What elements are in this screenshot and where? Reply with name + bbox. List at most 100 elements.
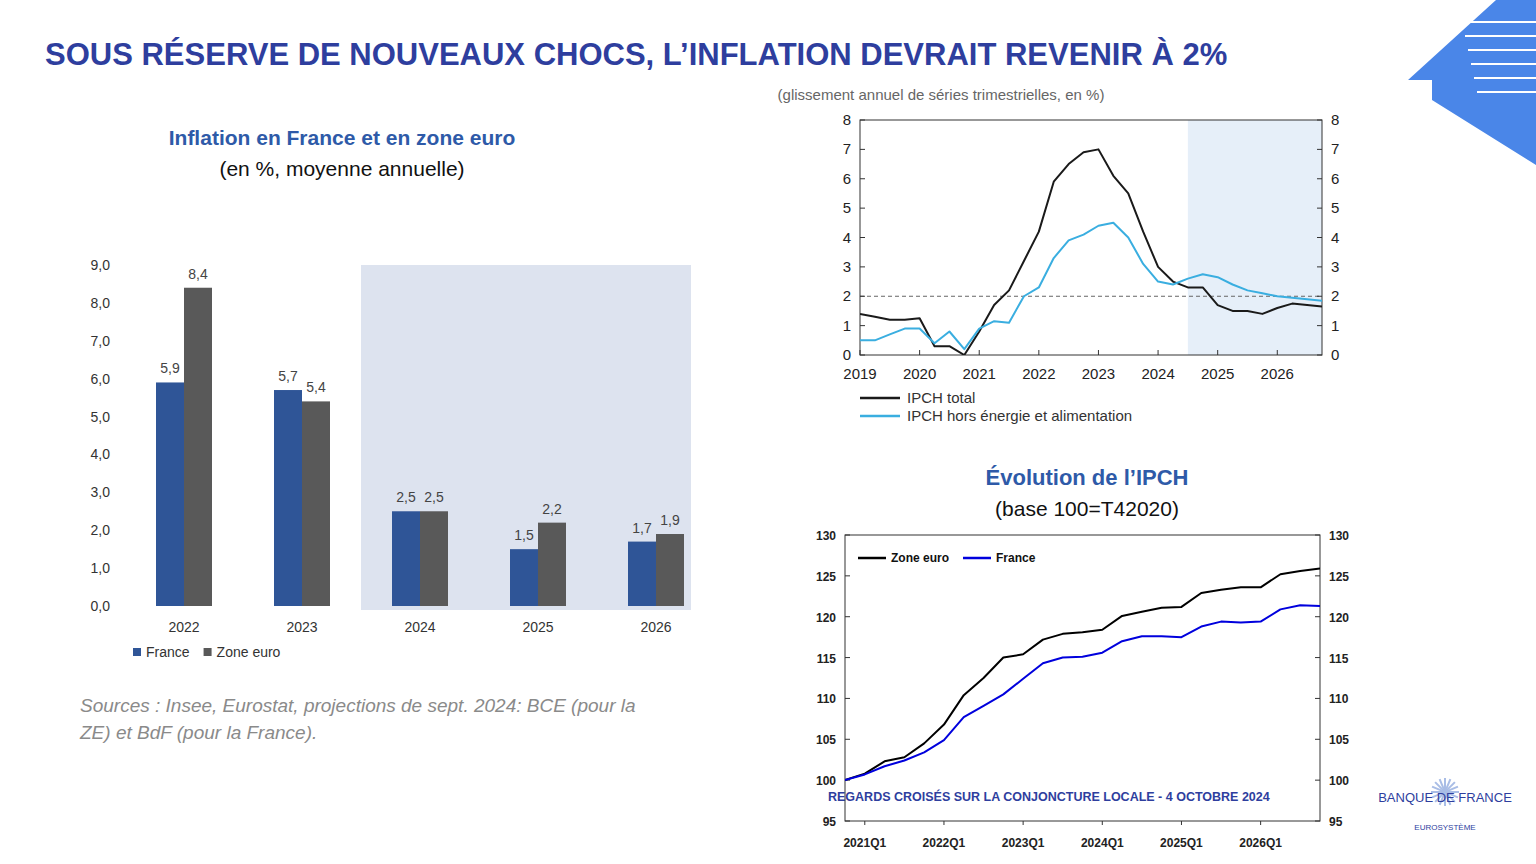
legend-line xyxy=(963,557,991,560)
y-tick-label: 3 xyxy=(843,258,851,275)
y-tick xyxy=(860,266,865,267)
y2-tick xyxy=(1317,149,1322,150)
x-tick-label: 2019 xyxy=(843,365,876,382)
data-label: 5,4 xyxy=(306,379,326,395)
y2-tick-label: 105 xyxy=(1329,733,1349,747)
data-label: 1,9 xyxy=(660,512,680,528)
y2-tick-label: 1 xyxy=(1331,317,1339,334)
y2-tick xyxy=(1315,575,1320,576)
y-tick xyxy=(860,296,865,297)
lines xyxy=(845,569,1320,781)
y-tick xyxy=(860,120,865,121)
x-tick-label: 2022 xyxy=(168,619,199,635)
series-line xyxy=(845,569,1320,781)
x-tick-label: 2024 xyxy=(404,619,435,635)
x-tick xyxy=(979,350,980,355)
y-tick-label: 0,0 xyxy=(91,598,111,614)
y2-tick xyxy=(1317,237,1322,238)
legend-label: IPCH hors énergie et alimentation xyxy=(907,407,1132,424)
bars xyxy=(156,288,684,606)
y-tick-label: 7,0 xyxy=(91,333,111,349)
y2-tick-label: 7 xyxy=(1331,140,1339,157)
y-tick-label: 5 xyxy=(843,199,851,216)
y-tick-label: 6 xyxy=(843,170,851,187)
legend-label: France xyxy=(996,551,1036,565)
y2-tick-label: 95 xyxy=(1329,815,1343,829)
series-line xyxy=(845,605,1320,780)
data-label: 1,5 xyxy=(514,527,534,543)
x-tick xyxy=(1181,821,1182,825)
y-tick xyxy=(845,575,850,576)
bar xyxy=(274,390,302,606)
y-tick xyxy=(860,178,865,179)
y2-tick xyxy=(1315,535,1320,536)
y-tick-label: 130 xyxy=(816,529,836,543)
projection-shading xyxy=(1188,120,1322,355)
y-tick-label: 6,0 xyxy=(91,371,111,387)
x-tick-label: 2025 xyxy=(1201,365,1234,382)
y-tick xyxy=(845,657,850,658)
y-tick-label: 8 xyxy=(843,111,851,128)
corner-stripe xyxy=(1471,63,1536,65)
logo-text: BANQUE DE FRANCE xyxy=(1378,790,1512,805)
series-line xyxy=(860,223,1322,349)
bar xyxy=(538,523,566,606)
y-tick xyxy=(845,616,850,617)
y-tick-label: 125 xyxy=(816,570,836,584)
x-tick-label: 2026 xyxy=(1261,365,1294,382)
x-tick xyxy=(1038,350,1039,355)
bar xyxy=(392,511,420,606)
y2-tick xyxy=(1315,616,1320,617)
y-tick-label: 95 xyxy=(823,815,837,829)
bar xyxy=(156,382,184,606)
x-tick xyxy=(1217,350,1218,355)
data-label: 2,5 xyxy=(424,489,444,505)
x-tick xyxy=(1102,821,1103,825)
y-tick-label: 120 xyxy=(816,611,836,625)
legend-swatch xyxy=(133,648,141,656)
y-tick-label: 0 xyxy=(843,346,851,363)
chart-subtitle: (glissement annuel de séries trimestriel… xyxy=(778,86,1105,103)
footer: REGARDS CROISÉS SUR LA CONJONCTURE LOCAL… xyxy=(828,789,1270,804)
y2-tick-label: 120 xyxy=(1329,611,1349,625)
legend-label: IPCH total xyxy=(907,389,975,406)
y-tick-label: 105 xyxy=(816,733,836,747)
data-label: 1,7 xyxy=(632,520,652,536)
y-tick xyxy=(860,208,865,209)
y2-tick xyxy=(1315,739,1320,740)
y-tick-label: 100 xyxy=(816,774,836,788)
legend-line xyxy=(860,415,900,418)
corner-stripe xyxy=(1477,91,1536,93)
y2-tick-label: 2 xyxy=(1331,287,1339,304)
y-tick-label: 2,0 xyxy=(91,522,111,538)
y2-tick-label: 100 xyxy=(1329,774,1349,788)
bar xyxy=(184,288,212,606)
y-tick-label: 4 xyxy=(843,229,851,246)
y2-tick xyxy=(1317,266,1322,267)
legend-line xyxy=(858,557,886,560)
corner-stripe xyxy=(1468,49,1536,51)
chart-title: Inflation en France et en zone euro xyxy=(169,126,516,149)
data-label: 5,7 xyxy=(278,368,298,384)
x-tick xyxy=(860,350,861,355)
plot-frame xyxy=(860,120,1322,355)
y2-tick xyxy=(1317,325,1322,326)
x-tick-label: 2021 xyxy=(963,365,996,382)
x-tick xyxy=(1023,821,1024,825)
x-tick-label: 2020 xyxy=(903,365,936,382)
x-tick xyxy=(1277,350,1278,355)
x-tick-label: 2024 xyxy=(1141,365,1174,382)
plot-frame xyxy=(845,535,1320,821)
y2-tick-label: 6 xyxy=(1331,170,1339,187)
data-label: 8,4 xyxy=(188,266,208,282)
y2-tick-label: 3 xyxy=(1331,258,1339,275)
data-label: 2,5 xyxy=(396,489,416,505)
bar xyxy=(510,549,538,606)
y2-tick-label: 110 xyxy=(1329,692,1349,706)
y2-tick-label: 115 xyxy=(1329,652,1349,666)
y-tick-label: 3,0 xyxy=(91,484,111,500)
corner-stripe xyxy=(1465,35,1536,37)
legend-label: Zone euro xyxy=(217,644,281,660)
y-tick xyxy=(845,821,850,822)
slide-title: SOUS RÉSERVE DE NOUVEAUX CHOCS, L’INFLAT… xyxy=(45,37,1227,72)
